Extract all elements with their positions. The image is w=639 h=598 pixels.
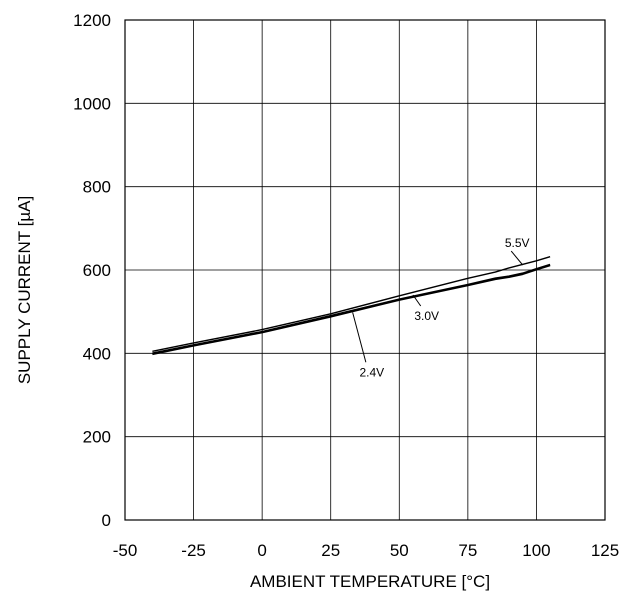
x-tick-label: -50 [113, 541, 138, 560]
y-axis-ticks: 0 200 400 600 800 1000 1200 [73, 11, 111, 530]
x-tick-label: 0 [257, 541, 266, 560]
annotation-leader [412, 294, 422, 307]
x-axis-ticks: -50 -25 0 25 50 75 100 125 [113, 541, 619, 560]
annotation-label: 3.0V [414, 309, 439, 323]
annotation-leader [352, 312, 367, 363]
series-annotations: 5.5V 3.0V 2.4V [352, 236, 530, 379]
x-tick-label: 25 [321, 541, 340, 560]
plot-frame [124, 19, 606, 521]
grid-lines [124, 19, 606, 521]
annotation-label: 5.5V [505, 236, 530, 250]
x-axis-title: AMBIENT TEMPERATURE [°C] [250, 572, 490, 591]
series-line-5-5v [152, 256, 551, 352]
x-tick-label: 100 [522, 541, 550, 560]
y-tick-label: 400 [83, 344, 111, 363]
y-tick-label: 200 [83, 428, 111, 447]
x-tick-label: -25 [181, 541, 206, 560]
x-tick-label: 50 [390, 541, 409, 560]
y-tick-label: 800 [83, 178, 111, 197]
y-tick-label: 1000 [73, 94, 111, 113]
y-tick-label: 1200 [73, 11, 111, 30]
annotation-leader [510, 250, 524, 266]
y-tick-label: 0 [102, 511, 111, 530]
data-series [152, 256, 551, 356]
y-axis-title: SUPPLY CURRENT [µA] [15, 196, 34, 384]
x-tick-label: 75 [458, 541, 477, 560]
series-line-2-4v [152, 264, 551, 356]
annotation-label: 2.4V [360, 365, 385, 379]
y-tick-label: 600 [83, 261, 111, 280]
x-tick-label: 125 [591, 541, 619, 560]
